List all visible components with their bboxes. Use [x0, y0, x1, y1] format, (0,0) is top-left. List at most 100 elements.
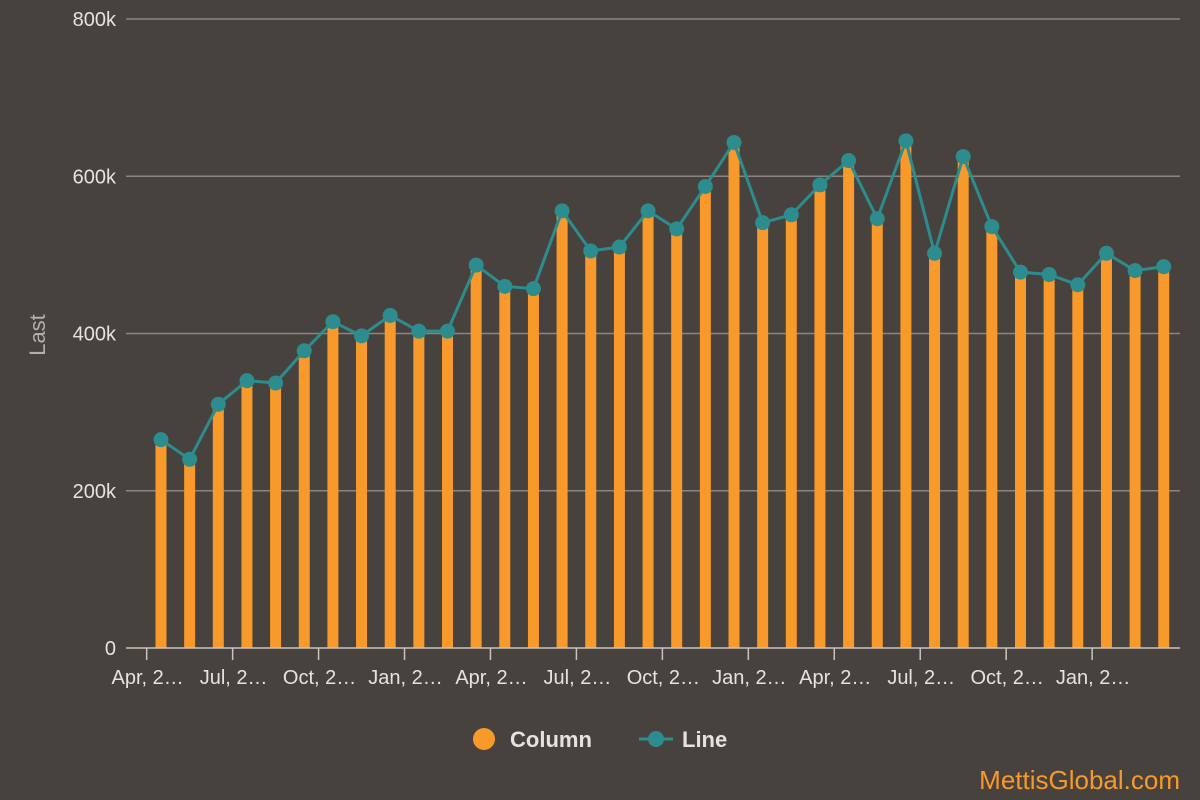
line-point[interactable] [1156, 259, 1172, 275]
x-tick-label: Jul, 2… [887, 667, 955, 689]
column-bar[interactable] [843, 160, 855, 648]
y-tick-label: 200k [73, 481, 117, 503]
legend-column-label: Column [510, 727, 592, 752]
column-bar[interactable] [241, 380, 253, 648]
legend-line-marker [648, 731, 664, 747]
y-tick-label: 800k [73, 9, 117, 31]
line-point[interactable] [153, 432, 169, 448]
line-point[interactable] [984, 219, 1000, 235]
column-bar[interactable] [499, 286, 511, 648]
line-point[interactable] [239, 373, 255, 389]
line-point[interactable] [583, 243, 599, 259]
column-bar[interactable] [184, 459, 196, 648]
line-point[interactable] [268, 375, 284, 391]
column-bar[interactable] [642, 210, 654, 648]
y-tick-label: 600k [73, 166, 117, 188]
column-bar[interactable] [356, 335, 368, 648]
x-tick-label: Apr, 2… [112, 667, 184, 689]
x-tick-label: Jan, 2… [712, 667, 786, 689]
line-point[interactable] [497, 278, 513, 294]
column-bar[interactable] [1100, 253, 1112, 649]
column-bar[interactable] [814, 184, 826, 648]
column-bar[interactable] [384, 315, 396, 648]
legend-item-column[interactable]: Column [473, 727, 592, 752]
line-point[interactable] [755, 215, 771, 231]
line-point[interactable] [554, 203, 570, 219]
watermark[interactable]: MettisGlobal.com [979, 765, 1180, 795]
column-bar[interactable] [1043, 274, 1055, 648]
line-point[interactable] [669, 221, 685, 237]
column-bar[interactable] [957, 156, 969, 648]
line-point[interactable] [325, 314, 341, 330]
line-point[interactable] [468, 257, 484, 273]
x-tick-label: Apr, 2… [455, 667, 527, 689]
line-point[interactable] [382, 307, 398, 323]
x-tick-label: Jul, 2… [544, 667, 612, 689]
line-point[interactable] [726, 134, 742, 150]
line-point[interactable] [611, 239, 627, 255]
line-series-path [160, 139, 1164, 461]
column-bar[interactable] [413, 331, 425, 648]
column-bar[interactable] [270, 383, 282, 648]
line-point[interactable] [1098, 245, 1114, 261]
axis-layer: 0 200k 400k 600k 800k Apr, 2… Jul, 2… Oct, 2… Ja… [73, 9, 1180, 689]
x-tick-label: Jan, 2… [1056, 667, 1130, 689]
line-point[interactable] [898, 133, 914, 149]
column-bar[interactable] [327, 321, 339, 648]
line-point[interactable] [354, 328, 370, 344]
column-bar[interactable] [929, 253, 941, 649]
column-bar[interactable] [871, 218, 883, 648]
line-point[interactable] [525, 281, 541, 297]
y-tick-label: 0 [105, 638, 116, 660]
column-bar[interactable] [1072, 284, 1084, 648]
column-bar[interactable] [1158, 266, 1170, 648]
line-point[interactable] [841, 153, 857, 169]
column-bar[interactable] [527, 288, 539, 648]
line-point[interactable] [1070, 277, 1086, 293]
line-point[interactable] [783, 207, 799, 223]
x-tick-label: Oct, 2… [283, 667, 356, 689]
legend: Column Line [473, 727, 727, 752]
line-point[interactable] [182, 451, 198, 467]
line-point[interactable] [411, 323, 427, 339]
x-tick-label: Oct, 2… [970, 667, 1043, 689]
line-point[interactable] [1013, 264, 1028, 280]
line-point[interactable] [640, 203, 656, 219]
column-series [155, 140, 1170, 649]
y-tick-label: 400k [73, 324, 117, 346]
column-bar[interactable] [1129, 270, 1141, 648]
column-bar[interactable] [728, 142, 740, 648]
column-bar[interactable] [1015, 272, 1026, 648]
y-axis-title: Last [25, 314, 50, 356]
x-tick-label: Jul, 2… [200, 667, 268, 689]
column-bar[interactable] [785, 214, 797, 648]
x-tick-label: Apr, 2… [799, 667, 871, 689]
column-bar[interactable] [613, 247, 625, 648]
line-point[interactable] [440, 323, 455, 339]
column-bar[interactable] [212, 404, 224, 648]
column-bar[interactable] [757, 222, 769, 649]
column-bar[interactable] [671, 228, 683, 648]
column-bar[interactable] [298, 350, 310, 648]
line-point[interactable] [1041, 267, 1057, 283]
column-bar[interactable] [155, 439, 167, 648]
column-bar[interactable] [585, 250, 597, 648]
line-point[interactable] [812, 177, 828, 193]
line-point[interactable] [955, 149, 971, 165]
line-point[interactable] [869, 211, 885, 227]
legend-item-line[interactable]: Line [639, 727, 727, 752]
column-bar[interactable] [556, 210, 568, 648]
line-point[interactable] [927, 245, 943, 261]
line-point[interactable] [1127, 263, 1143, 279]
column-bar[interactable] [699, 186, 711, 648]
line-point[interactable] [210, 396, 226, 412]
line-point[interactable] [697, 178, 713, 194]
column-bar[interactable] [986, 226, 998, 648]
column-bar[interactable] [470, 265, 482, 648]
line-point[interactable] [296, 343, 312, 359]
column-bar[interactable] [900, 140, 912, 648]
column-bar[interactable] [442, 331, 453, 648]
legend-column-marker [473, 728, 495, 750]
